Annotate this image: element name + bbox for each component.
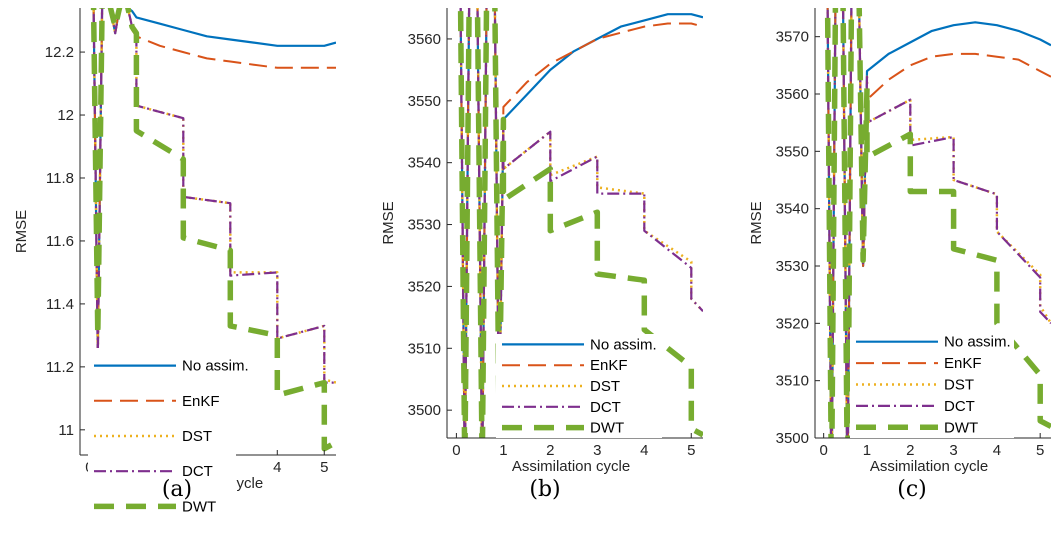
legend-label: DWT: [182, 498, 216, 515]
x-tick-label: 0: [819, 442, 827, 459]
y-tick-label: 11: [58, 422, 74, 439]
series-line-no-assim: [92, 8, 336, 356]
y-tick-label: 3570: [776, 29, 809, 46]
y-tick-label: 11.6: [46, 233, 74, 250]
x-tick-label: 1: [863, 442, 871, 459]
y-tick-label: 3510: [776, 373, 809, 390]
y-tick-label: 3540: [408, 155, 441, 172]
x-tick-label: 3: [593, 442, 601, 459]
legend-label: DST: [590, 378, 620, 395]
legend-label: EnKF: [590, 357, 628, 374]
panel-label: (c): [897, 477, 927, 502]
legend: No assim. EnKF DST DCT DWT: [88, 348, 249, 524]
legend-label: No assim.: [182, 358, 249, 375]
panel-b: 0 1 2 3 4 5 3500 3510 3520 3530 3540 3550 3560 Assimi…: [380, 8, 703, 502]
series-line-dwt: [90, 8, 336, 452]
x-axis-label: Assimilation cycle: [870, 458, 988, 475]
axes: 0 1 2 3 4 5 3500 3510 3520 3530 3540 3550 3560 3570: [776, 8, 1051, 459]
series-line-enkf: [92, 8, 336, 356]
series-line-dct: [92, 8, 336, 384]
x-tick-label: 4: [993, 442, 1001, 459]
panel-a: 0123451111.211.411.611.81212.2Assimilati…: [13, 8, 336, 524]
legend-box: [850, 331, 1014, 438]
axes: 0 1 2 3 4 5 3500 3510 3520 3530 3540 3550 3560: [408, 8, 703, 459]
legend: No assim. EnKF DST DCT DWT: [496, 334, 662, 438]
x-tick-label: 3: [949, 442, 957, 459]
panel-label: (b): [529, 477, 560, 502]
y-tick-label: 3520: [408, 278, 441, 295]
x-tick-label: 1: [499, 442, 507, 459]
legend-label: EnKF: [944, 355, 982, 372]
y-tick-label: 3510: [408, 340, 441, 357]
y-axis-label: RMSE: [13, 210, 30, 253]
x-tick-label: 0: [452, 442, 460, 459]
x-tick-label: 2: [906, 442, 914, 459]
legend-label: DST: [182, 428, 212, 445]
x-tick-label: 2: [546, 442, 554, 459]
series-line-dwt: [457, 8, 703, 438]
legend-label: DCT: [590, 399, 621, 416]
y-tick-label: 3500: [408, 402, 441, 419]
legend-box: [496, 334, 662, 438]
y-tick-label: 11.4: [46, 296, 74, 313]
legend-label: DCT: [944, 398, 975, 415]
y-tick-label: 3540: [776, 201, 809, 218]
x-axis-label: Assimilation cycle: [512, 458, 630, 475]
y-axis-label: RMSE: [748, 201, 765, 244]
x-tick-label: 4: [640, 442, 648, 459]
legend-label: DWT: [590, 420, 624, 437]
y-tick-label: 3560: [776, 86, 809, 103]
y-tick-label: 11.2: [46, 359, 74, 376]
y-tick-label: 3520: [776, 315, 809, 332]
series-line-enkf: [826, 8, 1051, 438]
x-tick-label: 4: [273, 459, 281, 476]
legend-label: DWT: [944, 419, 978, 436]
legend-label: No assim.: [944, 334, 1011, 351]
y-axis-label: RMSE: [380, 201, 397, 244]
legend-label: No assim.: [590, 336, 657, 353]
legend-label: DCT: [182, 463, 213, 480]
y-tick-label: 3530: [776, 258, 809, 275]
y-tick-label: 3550: [776, 143, 809, 160]
legend-label: DST: [944, 377, 974, 394]
series-line-dst: [92, 8, 336, 384]
y-tick-label: 3560: [408, 31, 441, 48]
y-tick-label: 11.8: [46, 170, 74, 187]
x-tick-label: 5: [320, 459, 328, 476]
legend: No assim. EnKF DST DCT DWT: [850, 331, 1014, 438]
plot-area: [90, 8, 336, 452]
y-tick-label: 3500: [776, 430, 809, 447]
y-tick-label: 3550: [408, 93, 441, 110]
y-tick-label: 12: [57, 107, 74, 124]
panel-label: (a): [162, 477, 192, 502]
plot-area: [824, 8, 1051, 438]
x-tick-label: 5: [1036, 442, 1044, 459]
y-tick-label: 3530: [408, 217, 441, 234]
y-tick-label: 12.2: [45, 44, 74, 61]
x-tick-label: 5: [687, 442, 695, 459]
panel-c: 0 1 2 3 4 5 3500 3510 3520 3530 3540 3550 3560 3570 As…: [748, 8, 1051, 502]
legend-label: EnKF: [182, 393, 220, 410]
